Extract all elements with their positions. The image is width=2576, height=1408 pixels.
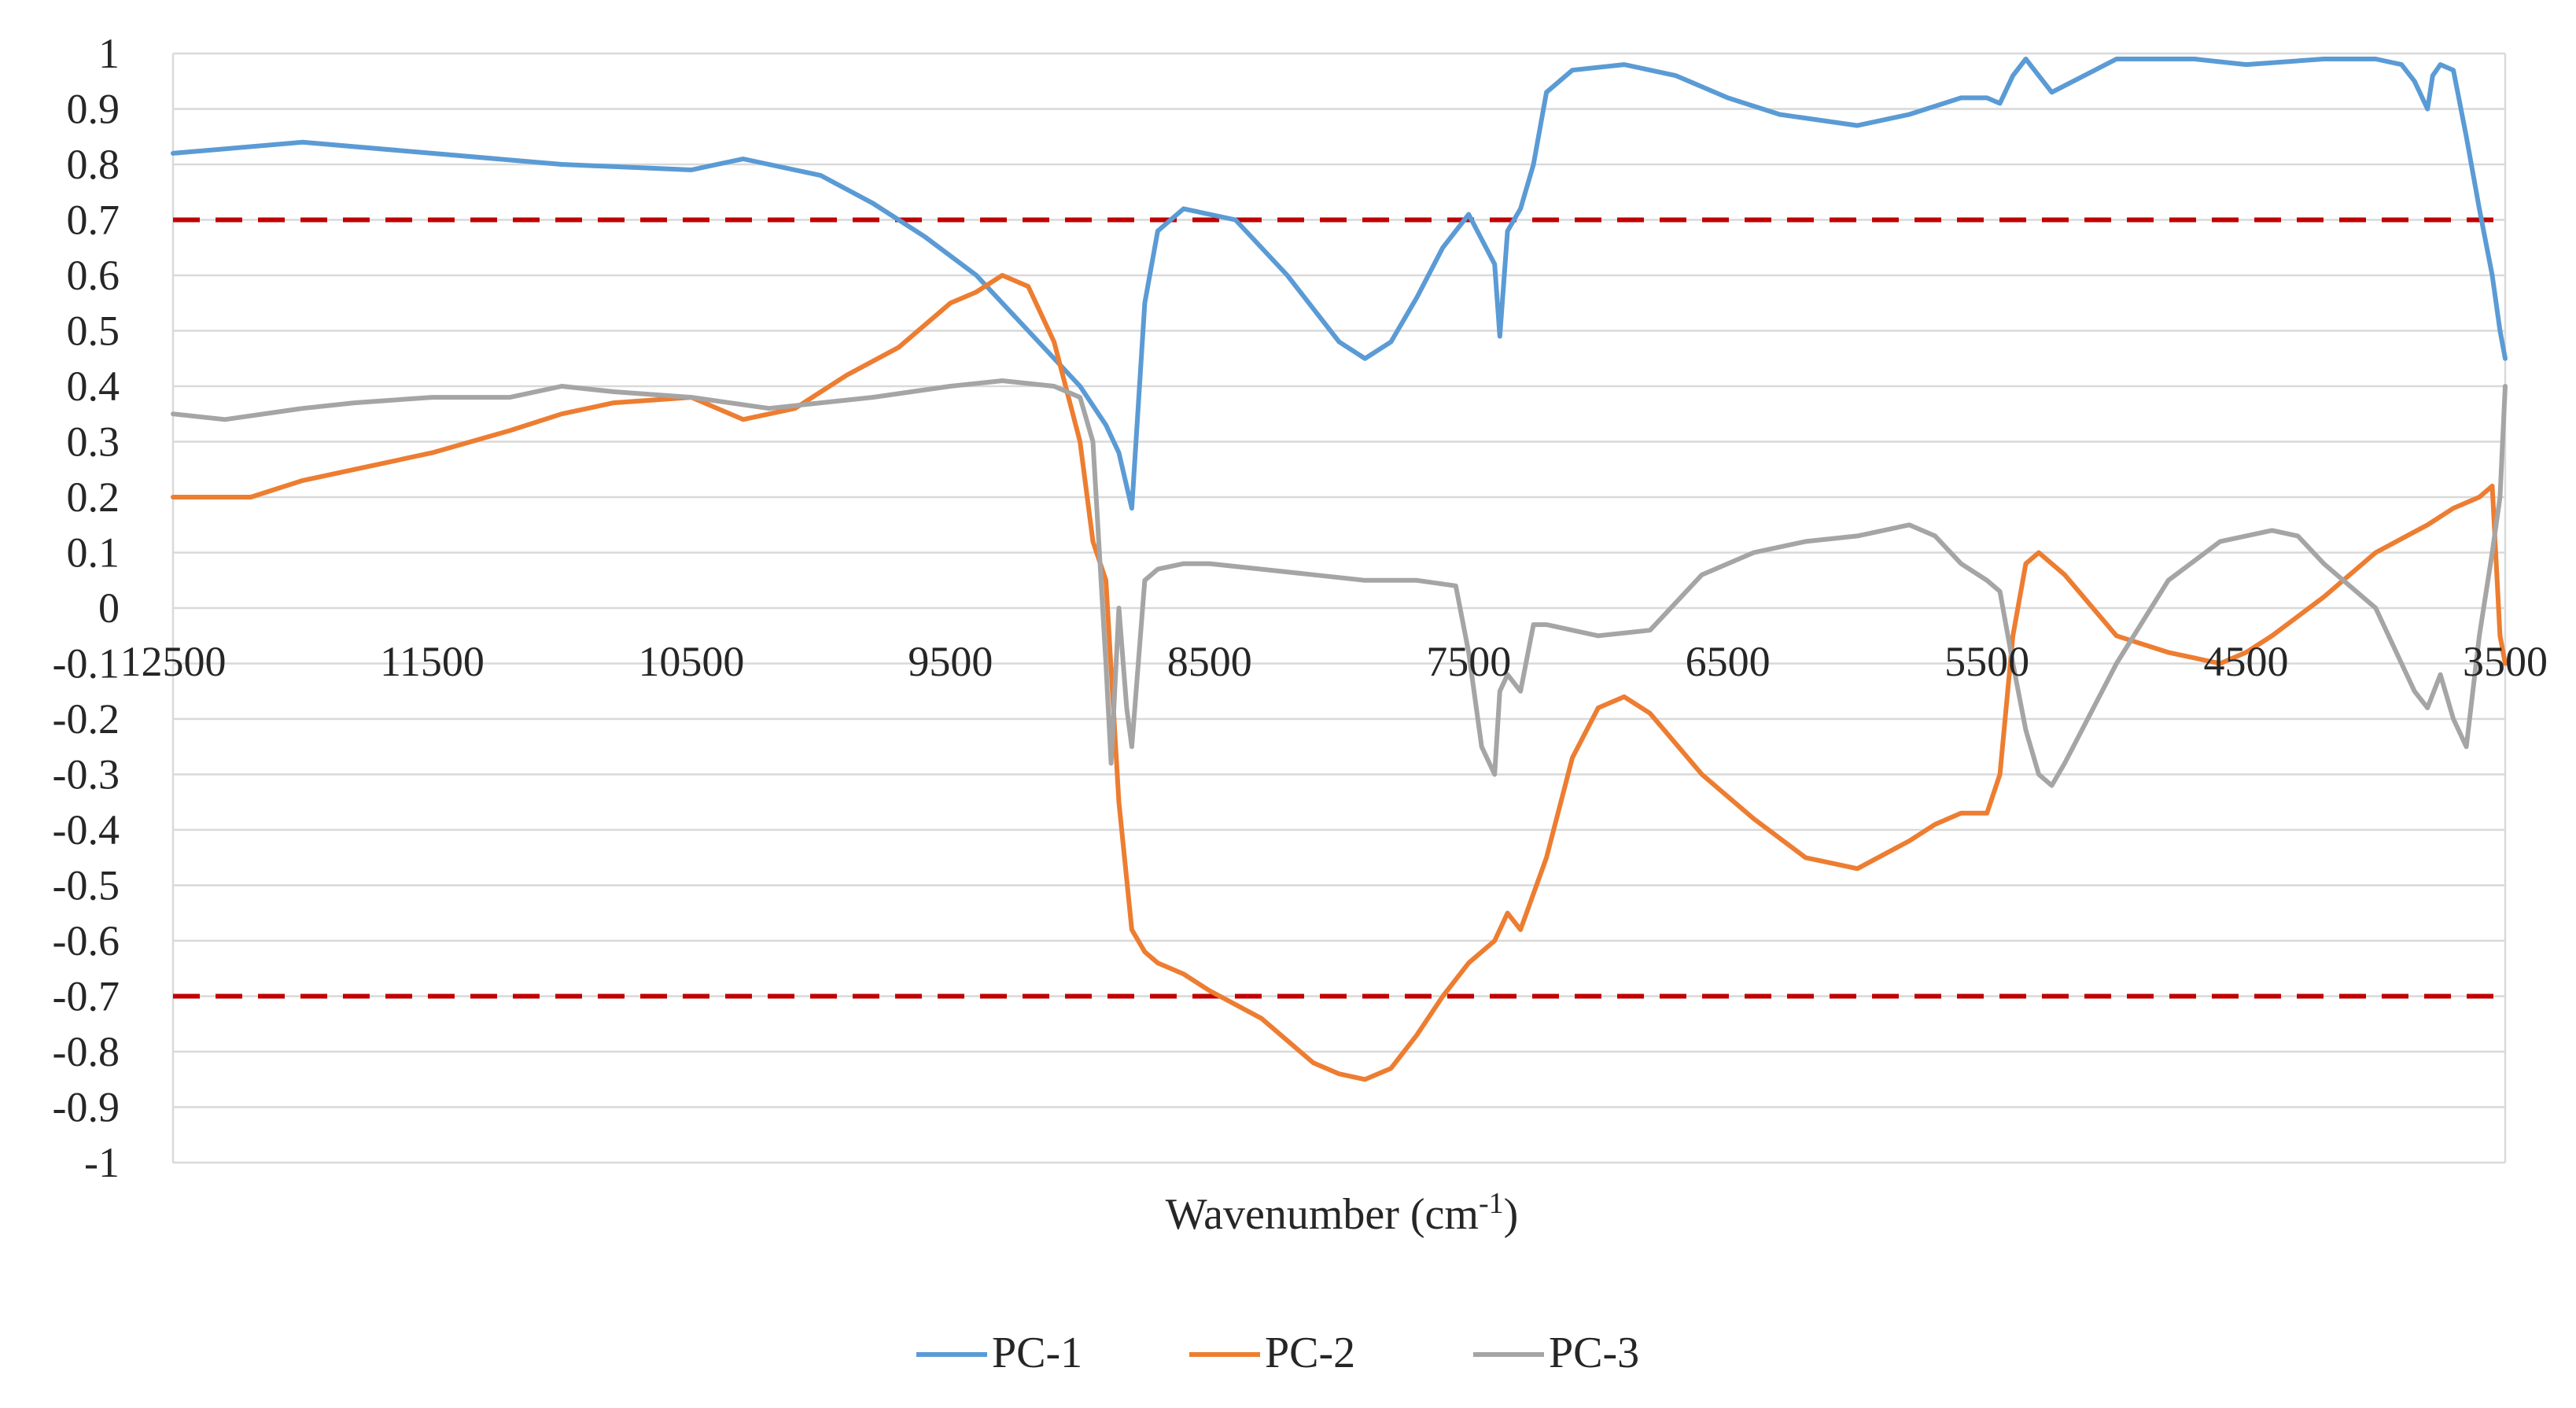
y-tick-label: 0.2 xyxy=(67,474,120,521)
y-tick-label: -0.7 xyxy=(53,973,120,1020)
y-tick-label: -0.5 xyxy=(53,862,120,909)
x-tick-label: 8500 xyxy=(1167,638,1252,685)
y-tick-label: 0.3 xyxy=(67,418,120,466)
x-tick-label: 3500 xyxy=(2463,638,2548,685)
legend-label: PC-3 xyxy=(1549,1329,1639,1377)
x-axis-title: Wavenumber (cm-1) xyxy=(1166,1187,1519,1239)
x-tick-label: 11500 xyxy=(380,638,485,685)
y-tick-label: -0.2 xyxy=(53,695,120,743)
y-tick-label: -0.1 xyxy=(53,640,120,687)
y-tick-label: 0.1 xyxy=(67,529,120,577)
x-axis-title-superscript: -1 xyxy=(1479,1187,1504,1220)
y-tick-label: -0.8 xyxy=(53,1028,120,1075)
x-tick-label: 12500 xyxy=(120,638,227,685)
y-tick-label: -0.6 xyxy=(53,917,120,964)
x-tick-label: 6500 xyxy=(1686,638,1771,685)
y-tick-label: 0.4 xyxy=(67,363,120,410)
series-lines xyxy=(171,57,2508,1082)
y-tick-label: -0.3 xyxy=(53,751,120,798)
y-tick-label: 0.7 xyxy=(67,197,120,244)
x-tick-label: 7500 xyxy=(1426,638,1511,685)
y-tick-label: 0.8 xyxy=(67,141,120,188)
series-line-pc-3 xyxy=(171,378,2508,788)
legend-label: PC-1 xyxy=(992,1329,1082,1377)
x-tick-label: 9500 xyxy=(908,638,993,685)
threshold-lines xyxy=(173,217,2505,999)
y-axis-tick-labels: 1 0.9 0.8 0.7 0.6 0.5 0.4 0.3 0.2 0.1 0 -0.1 -0.2 -0.… xyxy=(53,30,120,1186)
series-line-pc-2 xyxy=(171,273,2508,1082)
y-tick-label: 0.5 xyxy=(67,308,120,355)
series-line-pc-1 xyxy=(171,57,2508,511)
y-tick-label: 0.9 xyxy=(67,86,120,133)
y-tick-label: 1 xyxy=(98,30,120,77)
x-tick-label: 5500 xyxy=(1944,638,2029,685)
y-tick-label: 0 xyxy=(98,584,120,632)
x-tick-label: 4500 xyxy=(2204,638,2289,685)
x-tick-label: 10500 xyxy=(638,638,744,685)
y-tick-label: 0.6 xyxy=(67,252,120,299)
legend: PC-1 PC-2 PC-3 xyxy=(916,1329,1639,1377)
y-tick-label: -0.4 xyxy=(53,806,120,853)
x-axis-title-close: ) xyxy=(1504,1190,1519,1239)
y-tick-label: -1 xyxy=(84,1139,120,1186)
y-tick-label: -0.9 xyxy=(53,1084,120,1131)
legend-label: PC-2 xyxy=(1265,1329,1355,1377)
x-axis-tick-labels: 12500 11500 10500 9500 8500 7500 6500 5500 4500 3… xyxy=(120,638,2548,685)
